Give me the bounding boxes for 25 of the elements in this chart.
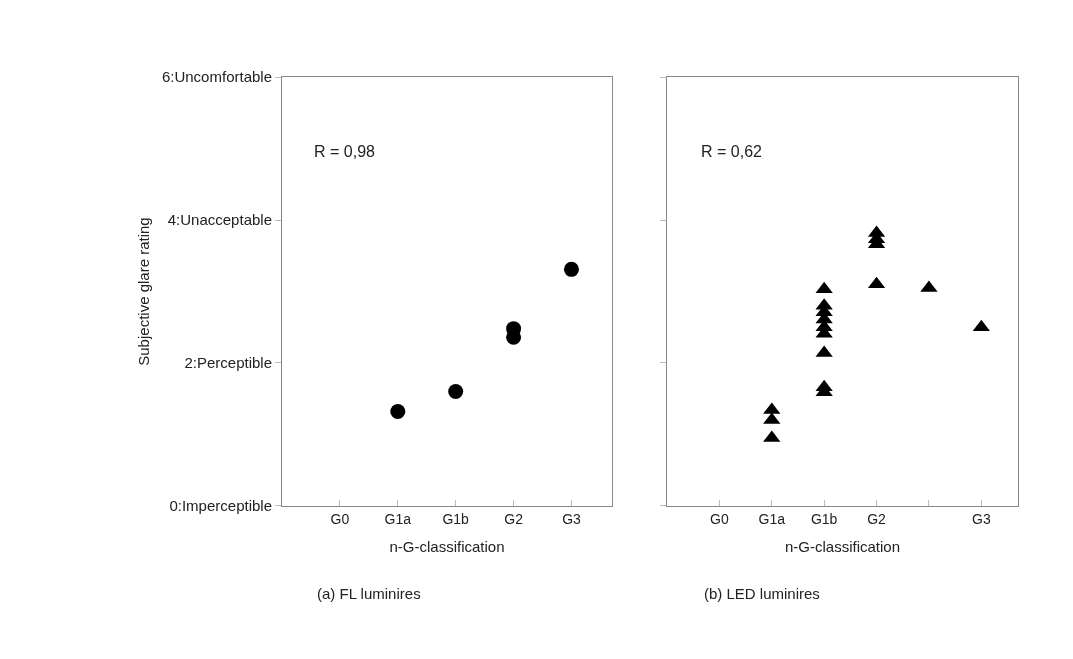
x-tick-label: G2 (867, 510, 887, 527)
point (448, 384, 464, 400)
text: (b) LED luminires (704, 585, 820, 602)
y-tick-label: 0:Imperceptible (169, 497, 272, 515)
x-axis-title: n-G-classification (784, 537, 901, 555)
x-tick-label: G0 (330, 510, 350, 527)
point (563, 261, 579, 277)
point (390, 404, 406, 420)
x-tick-label: G1b (442, 510, 470, 527)
annotation: R = 0,98 (314, 143, 376, 160)
x-axis-title: n-G-classification (389, 537, 505, 555)
x-tick-label: G1a (758, 510, 786, 527)
x-tick-label: G2 (504, 510, 524, 527)
point (815, 281, 833, 294)
y-tick-label: 4:Unacceptable (167, 211, 272, 229)
y-tick-label: 6:Uncomfortable (161, 68, 272, 86)
x-tick-label: G1b (810, 510, 838, 527)
annotation: R = 0,62 (701, 143, 763, 160)
x-tick-label: G3 (562, 510, 582, 527)
text: (a) FL luminires (317, 585, 421, 602)
x-tick-label: G3 (971, 510, 991, 527)
x-tick-label: G1a (384, 510, 412, 527)
y-tick-label: 2:Perceptible (184, 354, 272, 372)
y-axis-title: Subjective glare rating (135, 217, 153, 366)
x-tick-label: G0 (710, 510, 729, 527)
